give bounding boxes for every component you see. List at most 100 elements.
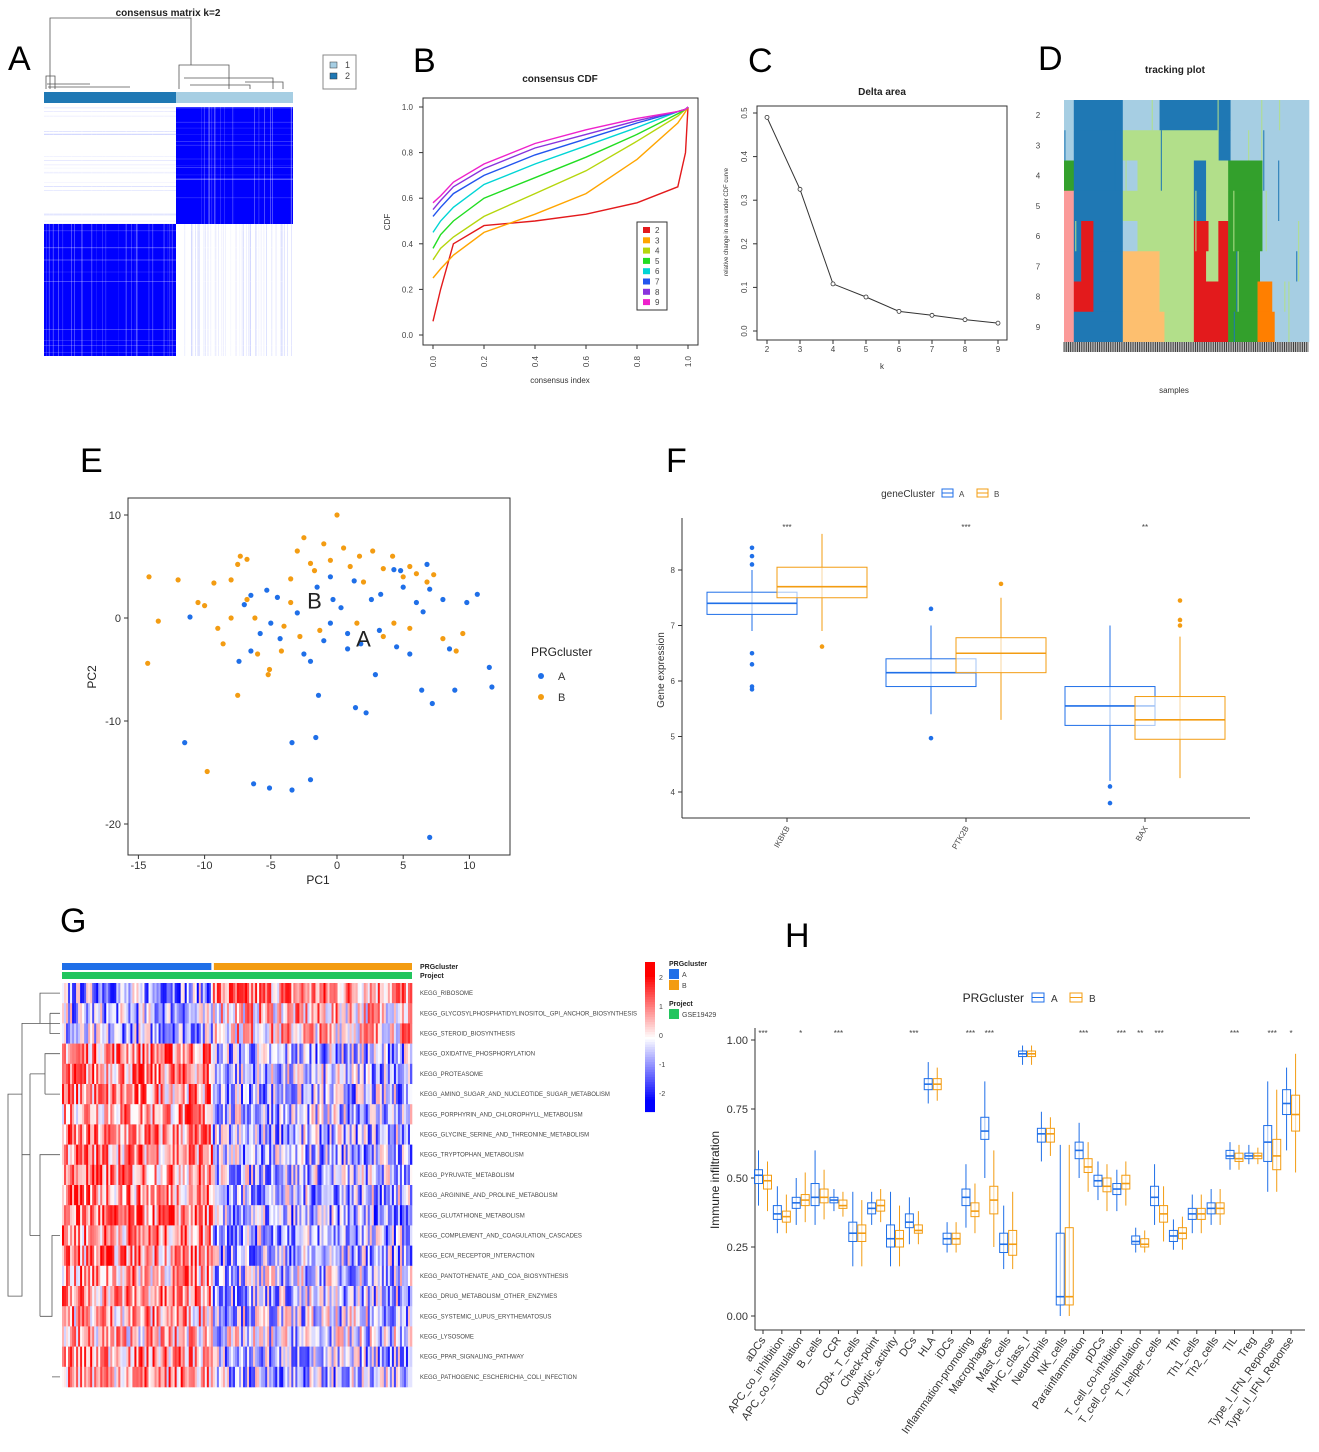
heat-cell — [80, 1084, 83, 1105]
heat-cell — [188, 1225, 192, 1246]
heat-cell — [259, 1003, 262, 1024]
heat-cell — [74, 1084, 77, 1105]
heat-cell — [399, 1084, 403, 1105]
heat-cell — [273, 1306, 276, 1327]
track-segment — [1272, 281, 1310, 313]
heat-cell — [307, 1104, 310, 1125]
heat-cell — [387, 1286, 391, 1307]
heat-cell — [206, 1124, 210, 1145]
heat-cell — [158, 1185, 161, 1206]
heat-cell — [385, 1003, 389, 1024]
heat-cell — [74, 1225, 77, 1246]
heat-cell — [329, 1225, 332, 1246]
heat-cell — [206, 1346, 210, 1368]
heat-cell — [405, 1144, 409, 1166]
heat-cell — [198, 1104, 202, 1125]
heat-cell — [74, 983, 77, 1004]
heat-cell — [176, 1124, 179, 1145]
heat-cell — [325, 1326, 328, 1347]
heat-cell — [148, 1043, 151, 1065]
heat-cell — [391, 1084, 395, 1105]
heat-cell — [64, 1023, 67, 1044]
heat-cell — [124, 1084, 127, 1105]
box-A-BAX-outlier — [1107, 784, 1113, 789]
heat-cell — [403, 1144, 407, 1166]
y-tick-label: 0.4 — [402, 240, 414, 249]
heat-cell — [142, 1205, 145, 1226]
y-tick-label: 1.0 — [402, 103, 414, 112]
heat-cell — [285, 1164, 288, 1186]
heat-cell — [245, 1326, 248, 1347]
heat-cell — [243, 1124, 246, 1145]
heat-cell — [361, 1245, 365, 1267]
heat-cell — [243, 1063, 246, 1085]
heat-cell — [317, 1144, 320, 1166]
heat-cell — [210, 1144, 214, 1166]
heat-cell — [120, 1205, 123, 1226]
heat-cell — [102, 1306, 105, 1327]
heat-cell — [257, 1104, 260, 1125]
heat-cell — [353, 1265, 356, 1287]
heat-cell — [108, 1265, 111, 1287]
heat-cell — [72, 1346, 75, 1368]
heat-cell — [130, 1225, 133, 1246]
heat-cell — [281, 1225, 284, 1246]
heat-cell — [241, 1225, 244, 1246]
heat-cell — [108, 1164, 111, 1186]
significance-Macrophages: *** — [985, 1029, 994, 1038]
heat-cell — [198, 1185, 202, 1206]
heat-cell — [210, 1164, 214, 1186]
heat-cell — [321, 1265, 324, 1287]
heat-cell — [255, 1104, 258, 1125]
heat-cell — [68, 1104, 71, 1125]
heat-cell — [116, 1164, 119, 1186]
color-scale-step — [645, 1087, 655, 1090]
heat-cell — [222, 1326, 226, 1347]
heat-cell — [339, 1245, 342, 1267]
heat-cell — [82, 1003, 85, 1024]
point-cluster-A — [266, 785, 273, 791]
heat-cell — [84, 1306, 87, 1327]
heat-cell — [247, 1063, 250, 1085]
track-segment — [1257, 281, 1273, 313]
track-stripe — [1237, 251, 1239, 312]
heat-cell — [92, 1205, 95, 1226]
legend-label-8: 8 — [655, 288, 660, 297]
heat-cell — [74, 1003, 77, 1024]
heat-cell — [331, 1104, 334, 1125]
heat-cell — [377, 1286, 381, 1307]
heat-cell — [373, 1225, 377, 1246]
heat-cell — [230, 1144, 234, 1166]
heat-cell — [343, 983, 346, 1004]
heat-cell — [241, 1063, 244, 1085]
y-tick-label: 0.0 — [740, 325, 749, 337]
heat-cell — [176, 1185, 179, 1206]
heat-cell — [341, 1366, 344, 1388]
heat-cell — [176, 1144, 179, 1166]
heat-cell — [289, 1124, 292, 1145]
legend-prgcluster-title: PRGcluster — [669, 961, 707, 968]
heat-cell — [192, 1003, 196, 1024]
heat-cell — [150, 1164, 153, 1186]
heat-cell — [333, 1124, 336, 1145]
heat-cell — [269, 1144, 272, 1166]
heat-cell — [323, 1185, 326, 1206]
heat-cell — [156, 1164, 159, 1186]
heat-cell — [321, 1063, 324, 1085]
point-cluster-B — [440, 636, 446, 642]
heat-cell — [401, 1063, 405, 1085]
heat-cell — [317, 1003, 320, 1024]
heat-cell — [98, 1326, 101, 1347]
heat-cell — [319, 1023, 322, 1044]
point-cluster-B — [321, 541, 327, 547]
heat-cell — [72, 1063, 75, 1085]
heat-cell — [180, 1205, 183, 1226]
heat-cell — [317, 1366, 320, 1388]
heat-cell — [379, 1245, 383, 1267]
heat-cell — [313, 1084, 316, 1105]
heat-cell — [220, 1084, 224, 1105]
heat-cell — [245, 1023, 248, 1044]
y-tick-label: 0.00 — [727, 1311, 748, 1323]
heat-cell — [78, 1043, 81, 1065]
heat-cell — [305, 1043, 308, 1065]
